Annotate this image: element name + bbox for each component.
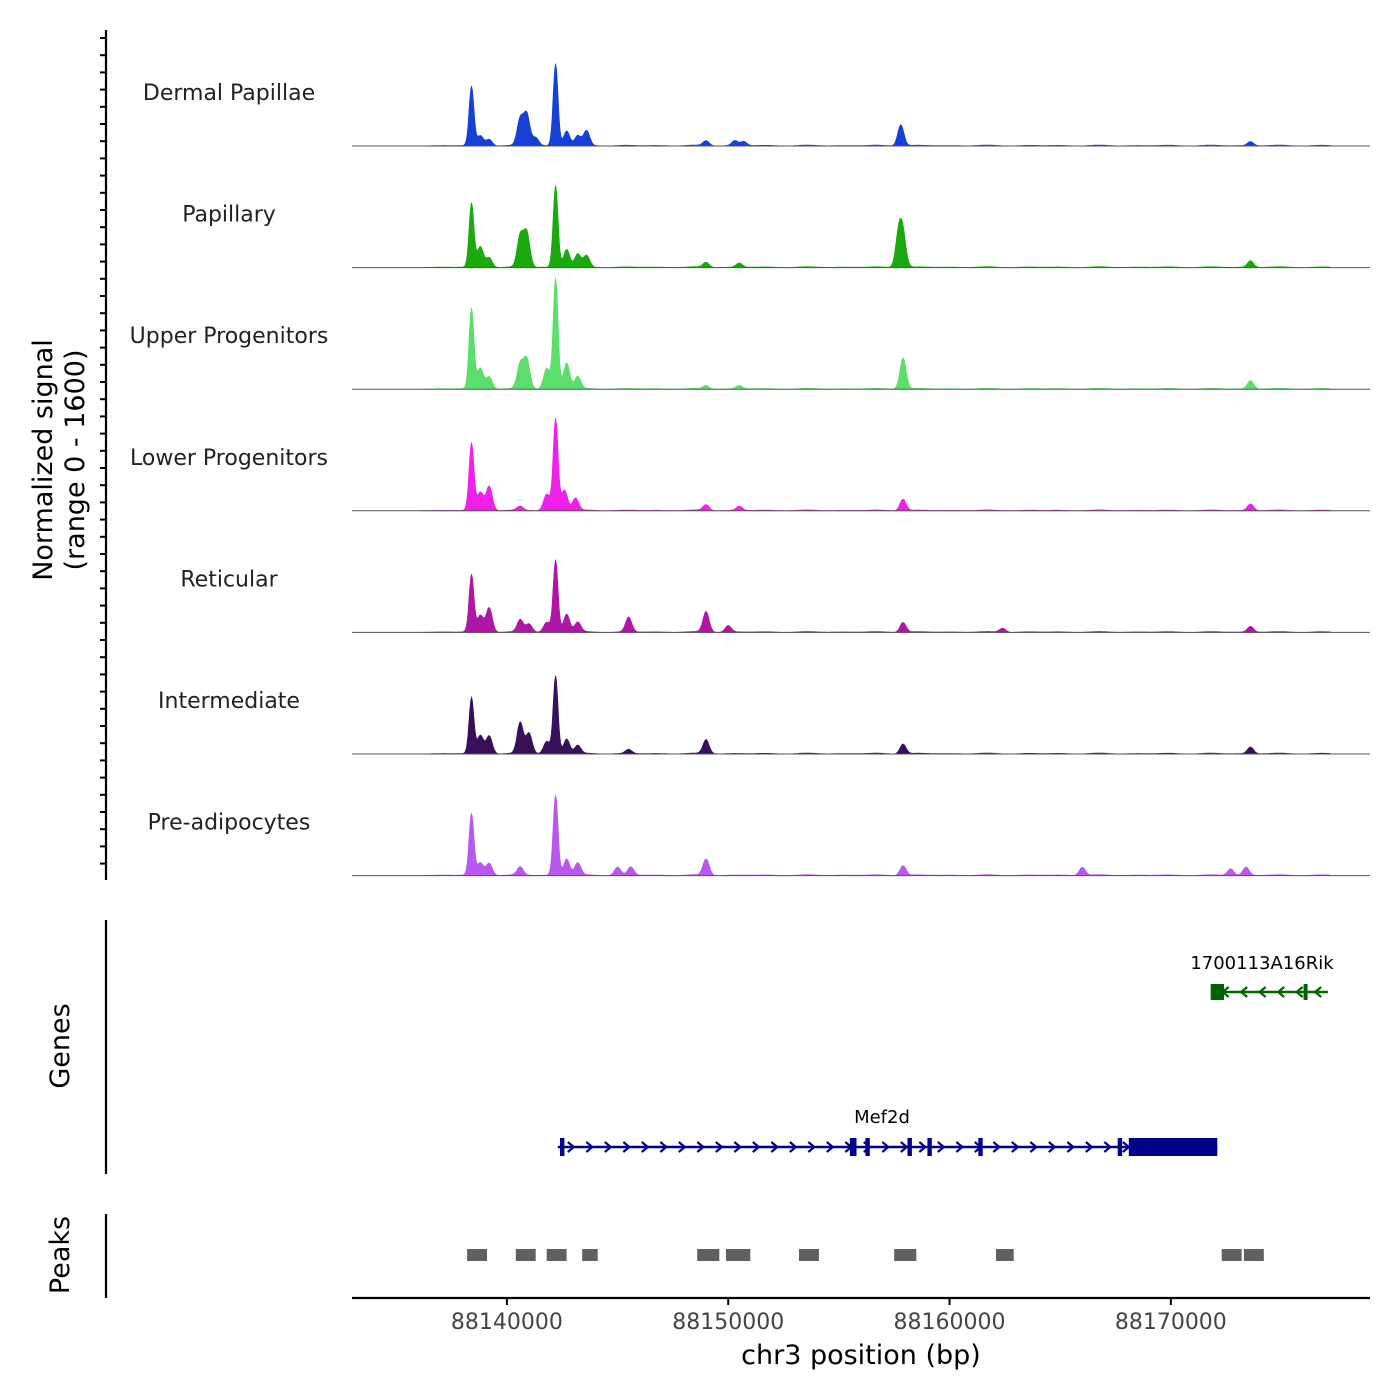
gene-model: 1700113A16Rik xyxy=(1190,953,1334,1000)
y-axis-title-line1: Normalized signal xyxy=(28,339,59,581)
peak-region xyxy=(1243,1249,1264,1261)
strand-arrow xyxy=(1276,986,1285,998)
peak-region xyxy=(1221,1249,1242,1261)
strand-arrow xyxy=(1257,986,1267,998)
coverage-area xyxy=(422,417,1331,512)
gene-exon xyxy=(849,1138,857,1156)
coverage-area xyxy=(422,185,1331,268)
gene-exon xyxy=(927,1138,932,1156)
strand-arrow xyxy=(1029,1141,1039,1153)
gene-exon xyxy=(1117,1138,1123,1156)
track-name-label: Dermal Papillae xyxy=(143,81,315,106)
gene-exon xyxy=(865,1138,870,1156)
strand-arrow xyxy=(918,1141,928,1153)
strand-arrow xyxy=(826,1141,835,1153)
peak-region xyxy=(799,1249,819,1261)
coverage-area xyxy=(422,63,1331,147)
peak-region xyxy=(546,1249,567,1261)
coverage-track: Pre-adipocytes xyxy=(148,794,1370,877)
strand-arrow xyxy=(992,1141,1002,1153)
strand-arrow xyxy=(752,1141,761,1153)
coverage-track: Papillary xyxy=(182,185,1370,269)
strand-arrow xyxy=(937,1141,946,1153)
gene-exon xyxy=(978,1138,983,1156)
strand-arrow xyxy=(770,1141,780,1153)
x-tick-label: 88170000 xyxy=(1115,1310,1227,1335)
peak-region xyxy=(894,1249,917,1261)
track-name-label: Lower Progenitors xyxy=(130,446,328,471)
gene-exon xyxy=(1210,984,1224,1000)
track-name-label: Pre-adipocytes xyxy=(148,811,311,836)
strand-arrow xyxy=(733,1141,743,1153)
genes-track: 1700113A16Rik Mef2d xyxy=(557,953,1334,1156)
gene-exon xyxy=(1128,1138,1218,1156)
strand-arrow xyxy=(1239,986,1248,998)
coverage-area xyxy=(422,794,1331,876)
coverage-area xyxy=(422,277,1331,390)
strand-arrow xyxy=(900,1141,909,1153)
peak-region xyxy=(697,1249,720,1261)
peak-region xyxy=(515,1249,536,1261)
peak-region xyxy=(467,1249,487,1261)
peak-region xyxy=(582,1249,598,1261)
strand-arrow xyxy=(1011,1141,1020,1153)
strand-arrow xyxy=(1048,1141,1057,1153)
peaks-track xyxy=(467,1249,1264,1261)
strand-arrow xyxy=(585,1141,595,1153)
strand-arrow xyxy=(641,1141,650,1153)
x-axis-title: chr3 position (bp) xyxy=(741,1340,981,1371)
strand-arrow xyxy=(789,1141,798,1153)
strand-arrow xyxy=(1103,1141,1113,1153)
coverage-track: Reticular xyxy=(180,559,1370,633)
coverage-track: Intermediate xyxy=(158,675,1370,755)
gene-name-label: Mef2d xyxy=(854,1107,910,1128)
track-name-label: Upper Progenitors xyxy=(130,324,329,349)
strand-arrow xyxy=(1294,986,1304,998)
track-name-label: Papillary xyxy=(182,203,276,228)
strand-arrow xyxy=(678,1141,687,1153)
coverage-tracks: Dermal Papillae Papillary Upper Progenitor… xyxy=(130,63,1370,877)
strand-arrow xyxy=(715,1141,724,1153)
coverage-y-ticks xyxy=(100,37,106,865)
peak-region xyxy=(996,1249,1014,1261)
x-tick-label: 88160000 xyxy=(894,1310,1006,1335)
gene-name-label: 1700113A16Rik xyxy=(1190,953,1334,974)
coverage-track: Upper Progenitors xyxy=(130,277,1370,390)
track-name-label: Intermediate xyxy=(158,689,300,714)
coverage-area xyxy=(422,675,1331,755)
strand-arrow xyxy=(659,1141,669,1153)
y-axis-title-line2: (range 0 - 1600) xyxy=(60,350,91,571)
peak-region xyxy=(726,1249,751,1261)
strand-arrow xyxy=(622,1141,632,1153)
strand-arrow xyxy=(1085,1141,1094,1153)
genes-track-label: Genes xyxy=(45,1003,76,1088)
gene-exon xyxy=(560,1138,565,1156)
strand-arrow xyxy=(696,1141,706,1153)
strand-arrow xyxy=(807,1141,817,1153)
coverage-track: Dermal Papillae xyxy=(143,63,1370,147)
strand-arrow xyxy=(567,1141,576,1153)
strand-arrow xyxy=(1066,1141,1076,1153)
strand-arrow xyxy=(955,1141,965,1153)
x-tick-label: 88140000 xyxy=(451,1310,563,1335)
gene-exon xyxy=(907,1138,912,1156)
gene-model: Mef2d xyxy=(557,1107,1218,1156)
track-name-label: Reticular xyxy=(180,567,278,592)
strand-arrow xyxy=(881,1141,891,1153)
x-axis-ticks: 88140000 88150000 88160000 88170000 xyxy=(451,1298,1227,1335)
peaks-track-label: Peaks xyxy=(45,1216,76,1294)
gene-exon xyxy=(1303,984,1308,1000)
strand-arrow xyxy=(604,1141,613,1153)
coverage-area xyxy=(422,559,1331,633)
strand-arrow xyxy=(1313,986,1322,998)
coverage-track: Lower Progenitors xyxy=(130,417,1370,512)
x-tick-label: 88150000 xyxy=(672,1310,784,1335)
